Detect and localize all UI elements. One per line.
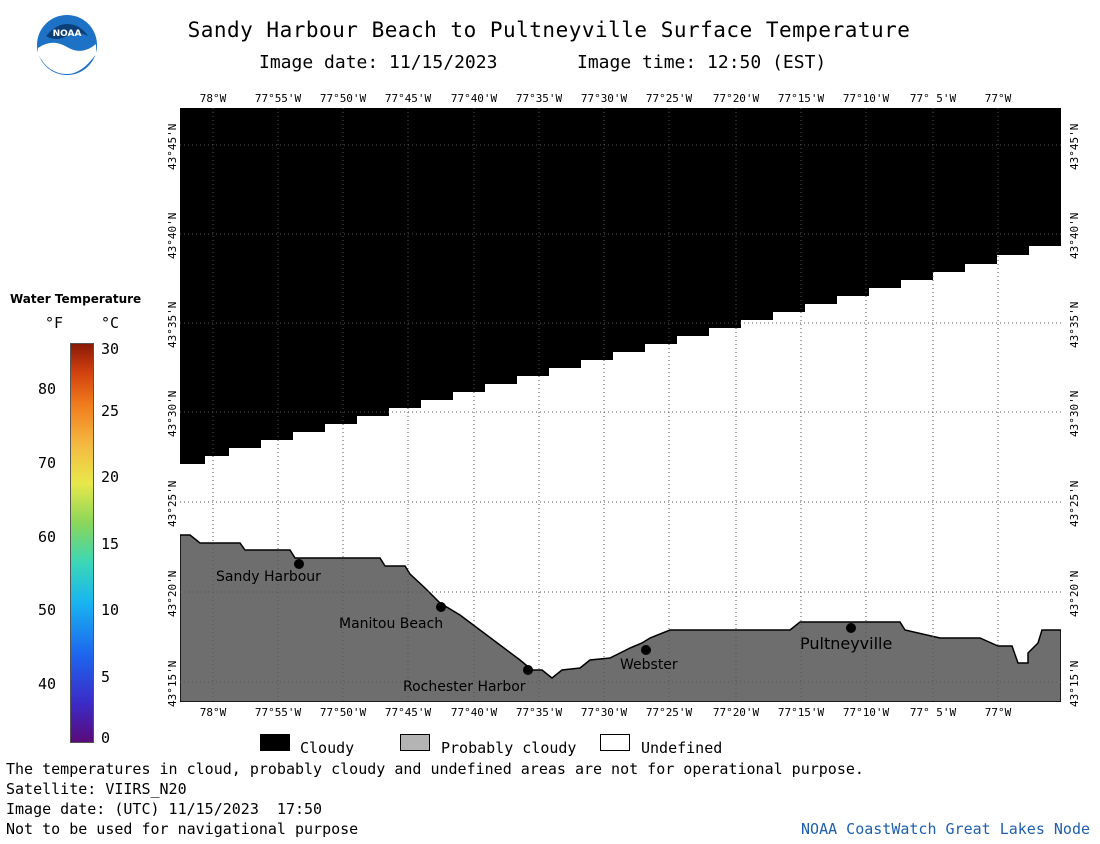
- lon-tick-top: 77°25'W: [645, 92, 693, 105]
- place-label-pultneyville: Pultneyville: [800, 634, 893, 653]
- c-tick: 0: [101, 729, 111, 747]
- utc-date-text: Image date: (UTC) 11/15/2023 17:50: [6, 800, 323, 818]
- lon-tick-bottom: 77°W: [984, 706, 1012, 719]
- map-panel: [180, 108, 1061, 702]
- c-tick: 20: [101, 468, 120, 486]
- legend-swatch-cloudy: [260, 734, 290, 751]
- lat-tick-left: 43°45'N: [166, 123, 179, 170]
- f-tick: 60: [38, 528, 57, 546]
- lat-tick-right: 43°40'N: [1068, 212, 1081, 259]
- c-tick: 15: [101, 535, 120, 553]
- lon-tick-bottom: 78°W: [199, 706, 227, 719]
- page-title: Sandy Harbour Beach to Pultneyville Surf…: [187, 18, 911, 42]
- image-time-label: Image time: 12:50 (EST): [577, 52, 827, 73]
- legend-swatch-undefined: [600, 734, 630, 751]
- noaa-logo-text: NOAA: [53, 29, 82, 39]
- legend-label-undefined: Undefined: [641, 739, 723, 757]
- lat-tick-right: 43°20'N: [1068, 570, 1081, 617]
- lat-tick-left: 43°40'N: [166, 212, 179, 259]
- unit-fahrenheit: °F: [45, 314, 64, 332]
- lon-tick-top: 77°20'W: [712, 92, 760, 105]
- lon-tick-top: 78°W: [199, 92, 227, 105]
- place-label-webster: Webster: [620, 657, 678, 673]
- c-tick: 10: [101, 601, 120, 619]
- graticule: [180, 108, 1061, 702]
- lon-tick-bottom: 77°10'W: [842, 706, 890, 719]
- lon-tick-top: 77°45'W: [384, 92, 432, 105]
- lat-tick-right: 43°25'N: [1068, 480, 1081, 527]
- marker-pultneyville: [846, 623, 856, 633]
- lon-tick-bottom: 77°15'W: [777, 706, 825, 719]
- f-tick: 70: [38, 454, 57, 472]
- c-tick: 5: [101, 668, 111, 686]
- lon-tick-bottom: 77°50'W: [319, 706, 367, 719]
- satellite-text: Satellite: VIIRS_N20: [6, 780, 187, 798]
- lon-tick-top: 77°50'W: [319, 92, 367, 105]
- lat-tick-left: 43°15'N: [166, 660, 179, 707]
- lon-tick-bottom: 77°40'W: [450, 706, 498, 719]
- unit-celsius: °C: [101, 314, 120, 332]
- cloud-area: [180, 108, 1061, 464]
- c-tick: 25: [101, 402, 120, 420]
- place-label-sandy-harbour: Sandy Harbour: [216, 569, 321, 585]
- lat-tick-left: 43°25'N: [166, 480, 179, 527]
- lat-tick-right: 43°45'N: [1068, 123, 1081, 170]
- navigation-warning: Not to be used for navigational purpose: [6, 820, 359, 838]
- temperature-color-scale: [70, 343, 94, 743]
- lon-tick-top: 77°40'W: [450, 92, 498, 105]
- c-tick: 30: [101, 340, 120, 358]
- image-date-label: Image date: 11/15/2023: [259, 52, 498, 73]
- marker-rochester-harbor: [523, 665, 533, 675]
- lon-tick-top: 77°10'W: [842, 92, 890, 105]
- lon-tick-bottom: 77°30'W: [580, 706, 628, 719]
- lon-tick-top: 77°W: [984, 92, 1012, 105]
- lon-tick-top: 77° 5'W: [909, 92, 957, 105]
- noaa-logo: NOAA: [37, 15, 97, 75]
- disclaimer-text: The temperatures in cloud, probably clou…: [6, 760, 864, 778]
- credit-text: NOAA CoastWatch Great Lakes Node: [801, 820, 1090, 838]
- place-label-manitou-beach: Manitou Beach: [339, 616, 444, 632]
- lat-tick-left: 43°30'N: [166, 390, 179, 437]
- legend-label-probably-cloudy: Probably cloudy: [441, 739, 577, 757]
- lon-tick-bottom: 77°35'W: [515, 706, 563, 719]
- marker-webster: [641, 645, 651, 655]
- legend-title: Water Temperature: [10, 292, 142, 306]
- lon-tick-top: 77°30'W: [580, 92, 628, 105]
- lon-tick-top: 77°15'W: [777, 92, 825, 105]
- lat-tick-right: 43°30'N: [1068, 390, 1081, 437]
- lat-tick-left: 43°20'N: [166, 570, 179, 617]
- lon-tick-bottom: 77°45'W: [384, 706, 432, 719]
- f-tick: 50: [38, 601, 57, 619]
- lon-tick-bottom: 77°25'W: [645, 706, 693, 719]
- lon-tick-top: 77°35'W: [515, 92, 563, 105]
- legend-swatch-probably-cloudy: [400, 734, 430, 751]
- lon-tick-bottom: 77° 5'W: [909, 706, 957, 719]
- lat-tick-right: 43°15'N: [1068, 660, 1081, 707]
- marker-manitou-beach: [436, 602, 446, 612]
- lon-tick-bottom: 77°55'W: [254, 706, 302, 719]
- place-label-rochester-harbor: Rochester Harbor: [403, 679, 526, 695]
- land-area: [180, 534, 1061, 702]
- legend-label-cloudy: Cloudy: [300, 739, 355, 757]
- f-tick: 80: [38, 380, 57, 398]
- lat-tick-left: 43°35'N: [166, 301, 179, 348]
- lat-tick-right: 43°35'N: [1068, 301, 1081, 348]
- lon-tick-bottom: 77°20'W: [712, 706, 760, 719]
- lon-tick-top: 77°55'W: [254, 92, 302, 105]
- f-tick: 40: [38, 675, 57, 693]
- marker-sandy-harbour: [294, 559, 304, 569]
